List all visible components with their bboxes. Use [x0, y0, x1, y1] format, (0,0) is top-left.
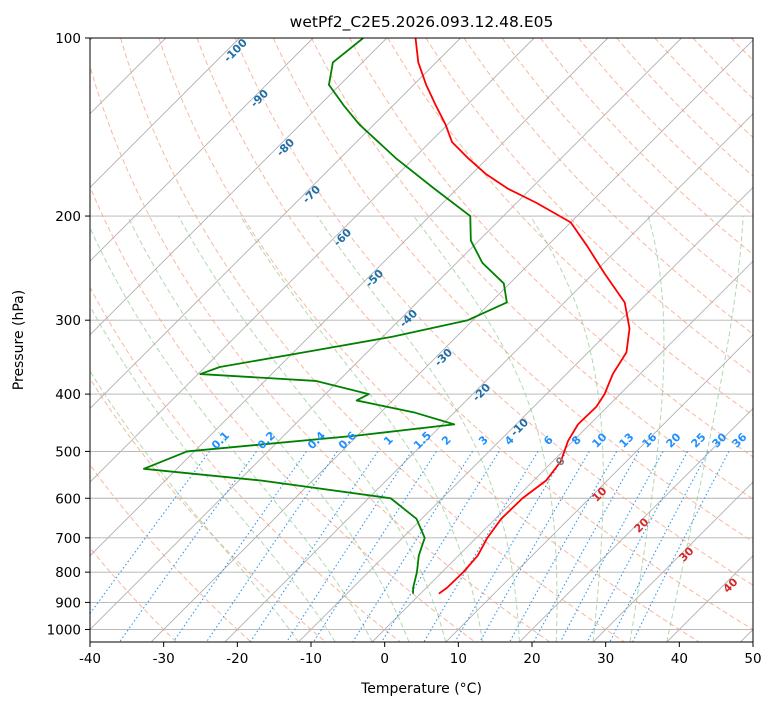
- dry-adiabat-line: [158, 38, 701, 642]
- dry-adiabat-line: [90, 464, 252, 642]
- x-tick-label: -30: [153, 651, 175, 667]
- isotherm-line: [90, 38, 240, 189]
- dry-adiabat-line: [90, 64, 551, 642]
- y-tick-label: 200: [55, 209, 81, 225]
- mixing-ratio-line: [454, 451, 568, 642]
- isotherm-line: [90, 38, 682, 631]
- mixing-ratio-line: [249, 451, 379, 642]
- moist-adiabat-line: [90, 226, 373, 642]
- y-axis-ticks: 100 200 300 400 500 600 700 800 900 1000: [47, 31, 90, 638]
- x-axis-ticks: -40 -30 -20 -10 0 10 20 30 40 50: [79, 642, 762, 667]
- sounding-profiles: [142, 38, 631, 595]
- moist-adiabat-line: [413, 215, 558, 642]
- dry-adiabat-line: [234, 38, 753, 586]
- x-tick-label: 0: [380, 651, 389, 667]
- moist-adiabats: [90, 215, 744, 642]
- isotherm-line: [150, 39, 753, 642]
- y-tick-label: 1000: [47, 622, 81, 638]
- x-axis-label: Temperature (°C): [360, 681, 482, 697]
- pressure-gridlines: [90, 38, 753, 630]
- y-tick-label: 100: [55, 31, 81, 47]
- moist-adiabat-line: [239, 215, 484, 642]
- x-tick-label: 50: [744, 651, 761, 667]
- y-tick-label: 300: [55, 313, 81, 329]
- isotherm-line: [518, 407, 753, 642]
- dry-adiabat-line: [90, 286, 402, 642]
- isotherm-line: [90, 38, 461, 410]
- plot-area: [90, 38, 753, 642]
- isotherm-line: [90, 38, 535, 483]
- moist-adiabat-line: [666, 216, 744, 642]
- y-tick-label: 600: [55, 491, 81, 507]
- plot-frame: [89, 37, 754, 643]
- mixing-ratio-line: [559, 451, 664, 642]
- y-tick-label: 900: [55, 595, 81, 611]
- x-tick-label: 10: [450, 651, 467, 667]
- y-tick-label: 500: [55, 444, 81, 460]
- dry-adiabat-line: [90, 377, 327, 642]
- mixing-ratio-line: [312, 451, 437, 642]
- moist-adiabat-line: [629, 215, 665, 642]
- x-tick-label: -40: [79, 651, 101, 667]
- moist-adiabat-line: [178, 215, 447, 642]
- dry-adiabat-line: [272, 38, 753, 543]
- moist-adiabat-line: [90, 305, 336, 642]
- isotherm-line: [371, 260, 753, 642]
- isotherm-line: [297, 186, 753, 642]
- dry-adiabat-line: [120, 38, 626, 642]
- x-tick-label: -20: [226, 651, 248, 667]
- mixing-ratio-line: [352, 451, 474, 642]
- isotherm-line: [224, 113, 753, 642]
- moist-adiabat-line: [127, 215, 410, 642]
- y-tick-label: 800: [55, 565, 81, 581]
- mixing-ratio-line: [479, 451, 590, 642]
- isotherm-line: [592, 481, 753, 642]
- mixing-ratio-lines: [90, 451, 730, 642]
- mixing-ratio-line: [118, 451, 257, 642]
- moist-adiabat-line: [90, 370, 299, 642]
- y-tick-label: 700: [55, 531, 81, 547]
- mixing-ratio-line: [632, 451, 730, 642]
- y-axis-label: Pressure (hPa): [11, 290, 27, 390]
- isotherm-line: [90, 38, 609, 557]
- isotherm-line: [445, 334, 753, 642]
- moist-adiabat-line: [529, 215, 604, 642]
- x-tick-label: 30: [597, 651, 614, 667]
- chart-title: wetPf2_C2E5.2026.093.12.48.E05: [290, 13, 554, 32]
- x-tick-label: -10: [300, 651, 322, 667]
- temperature-profile-line: [414, 38, 631, 595]
- y-tick-label: 400: [55, 387, 81, 403]
- dewpoint-profile-line: [142, 38, 508, 594]
- x-tick-label: 20: [523, 651, 540, 667]
- isotherm-line: [90, 38, 314, 262]
- x-tick-label: 40: [671, 651, 688, 667]
- dry-adiabat-line: [310, 38, 753, 500]
- mixing-ratio-line: [609, 451, 709, 642]
- mixing-ratio-line: [286, 451, 413, 642]
